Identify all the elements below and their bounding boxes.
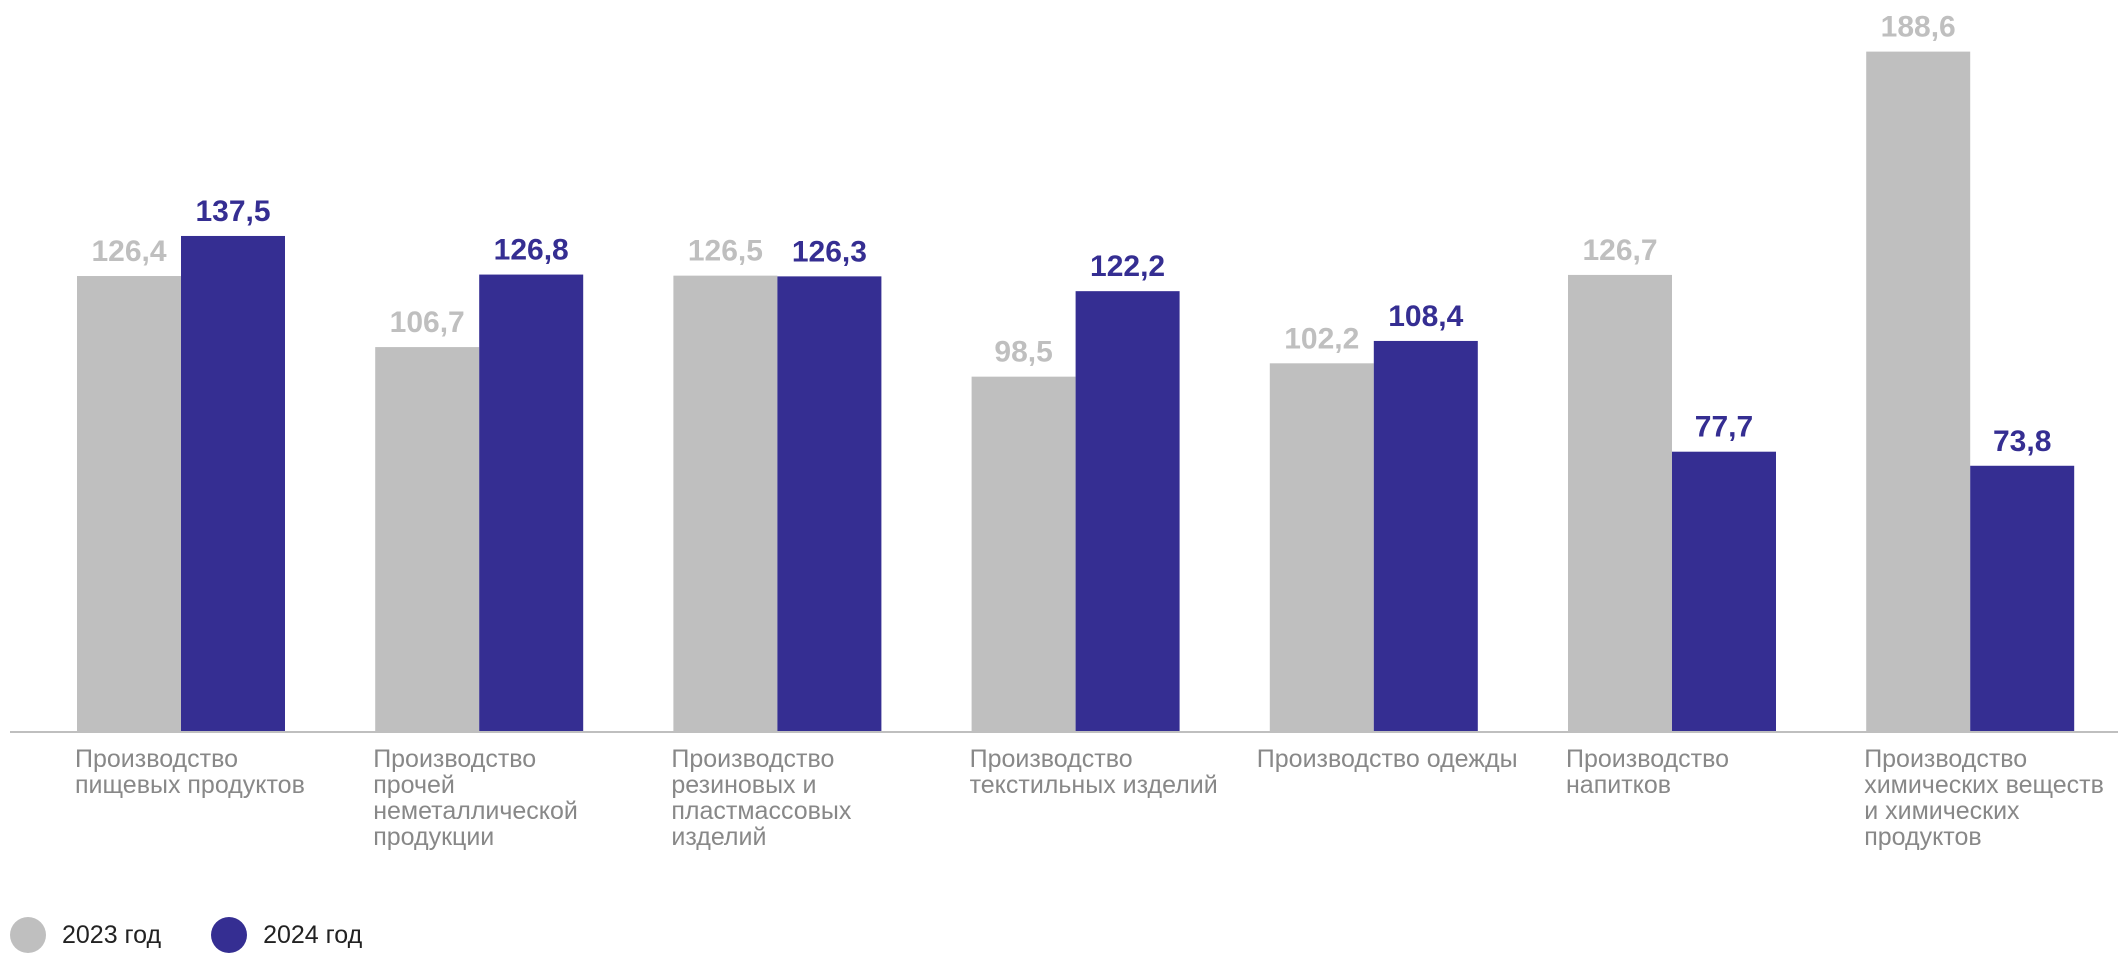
value-label-2024-1: 126,8 — [494, 234, 569, 267]
value-label-2023-6: 188,6 — [1881, 11, 1956, 44]
value-label-2024-0: 137,5 — [195, 195, 270, 228]
value-label-2023-1: 106,7 — [390, 306, 465, 339]
bar-2024-0 — [181, 235, 285, 732]
bar-2023-1 — [375, 347, 480, 732]
category-label-5: Производство напитков — [1566, 745, 1729, 799]
value-label-2023-0: 126,4 — [91, 235, 166, 268]
bar-2024-3 — [1075, 291, 1180, 732]
value-label-2023-3: 98,5 — [994, 336, 1052, 369]
bar-2023-6 — [1866, 51, 1971, 733]
value-label-2024-5: 77,7 — [1695, 411, 1753, 444]
value-label-2023-5: 126,7 — [1582, 234, 1657, 267]
category-label-2: Производство резиновых и пластмассовых изде… — [671, 745, 852, 851]
legend: 2023 год 2024 год — [10, 917, 412, 953]
bar-2023-3 — [971, 376, 1076, 732]
category-label-4: Производство одежды — [1257, 745, 1518, 773]
bar-2023-2 — [673, 275, 778, 732]
value-label-2023-4: 102,2 — [1284, 322, 1359, 355]
bar-2024-5 — [1672, 451, 1776, 732]
bars-layer — [77, 51, 2075, 733]
bar-2023-4 — [1269, 363, 1374, 732]
bar-2023-0 — [77, 276, 181, 732]
category-label-6: Производство химических веществ и химическ… — [1864, 745, 2104, 851]
value-label-2024-2: 126,3 — [792, 235, 867, 268]
category-label-3: Производство текстильных изделий — [970, 745, 1218, 799]
value-label-2024-4: 108,4 — [1388, 300, 1463, 333]
bar-2024-4 — [1373, 340, 1478, 732]
bar-chart: 126,4 137,5 106,7 126,8 126,5 126,3 98,5 122,2 1… — [10, 11, 2118, 851]
value-label-2024-6: 73,8 — [1993, 425, 2051, 458]
legend-swatch-2023 — [10, 917, 46, 953]
bar-2024-6 — [1970, 465, 2075, 732]
legend-label-2024: 2024 год — [263, 920, 363, 949]
bar-2023-5 — [1568, 274, 1672, 732]
value-label-2024-3: 122,2 — [1090, 250, 1165, 283]
legend-item-2023: 2023 год — [10, 917, 161, 953]
legend-swatch-2024 — [211, 917, 248, 953]
legend-label-2023: 2023 год — [62, 920, 162, 949]
category-labels-layer: Производство пищевых продуктов Производств… — [75, 745, 2104, 851]
category-label-0: Производство пищевых продуктов — [75, 745, 305, 799]
value-label-2023-2: 126,5 — [688, 235, 763, 268]
legend-item-2024: 2024 год — [211, 917, 362, 953]
category-label-1: Производство прочей неметаллической продукц… — [373, 745, 578, 851]
bar-2024-1 — [479, 274, 584, 732]
value-labels-layer: 126,4 137,5 106,7 126,8 126,5 126,3 98,5 122,2 1… — [91, 11, 2051, 458]
bar-2024-2 — [777, 276, 882, 732]
